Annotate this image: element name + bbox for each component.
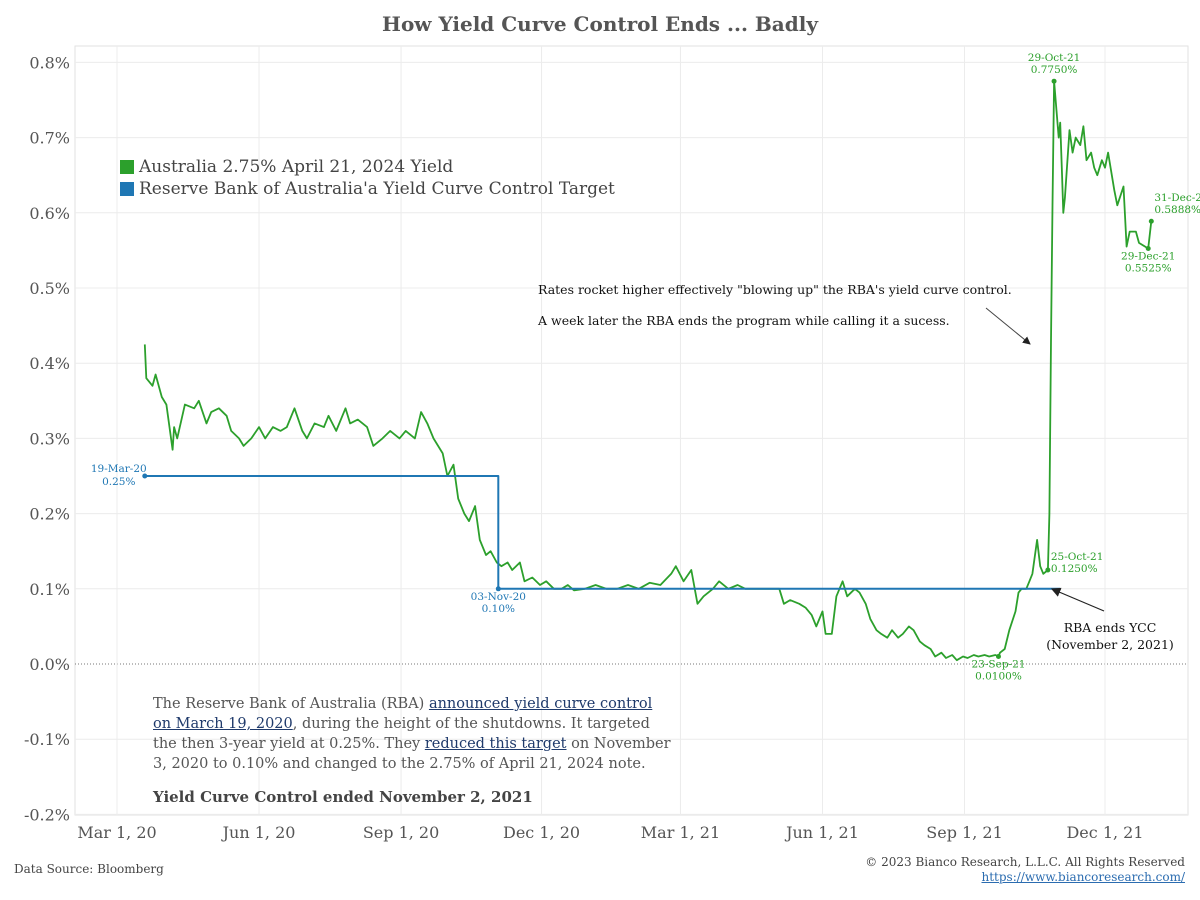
annotation-date-label: 03-Nov-20: [471, 591, 526, 603]
y-tick-label: 0.0%: [29, 655, 70, 674]
rba-ends-ycc-line-2: (November 2, 2021): [1046, 637, 1174, 652]
annotation-value-label: 0.7750%: [1031, 64, 1078, 76]
y-tick-label: 0.4%: [29, 354, 70, 373]
annotation-date-label: 29-Oct-21: [1028, 52, 1081, 64]
announced-ycc-link[interactable]: announced yield curve control on March 1…: [153, 696, 653, 732]
annotation-marker: [142, 473, 148, 479]
rba-ends-ycc-line-1: RBA ends YCC: [1063, 620, 1157, 635]
y-tick-label: 0.5%: [29, 279, 70, 298]
y-tick-label: 0.6%: [29, 204, 70, 223]
legend-label-yield: Australia 2.75% April 21, 2024 Yield: [139, 157, 454, 177]
x-tick-label: Dec 1, 21: [1066, 823, 1143, 842]
x-tick-label: Sep 1, 20: [363, 823, 439, 842]
desc-part-3: on November 3, 2020 to 0.10% and changed…: [153, 736, 671, 772]
note-arrow: [985, 307, 1031, 345]
x-tick-label: Mar 1, 20: [77, 823, 156, 842]
ycc-ended-text: Yield Curve Control ended November 2, 20…: [153, 788, 533, 806]
annotation-value-label: 0.25%: [102, 476, 135, 488]
data-source: Data Source: Bloomberg: [14, 862, 164, 876]
x-tick-label: Jun 1, 21: [784, 823, 859, 842]
ycc-target-line: [144, 475, 1061, 590]
x-tick-label: Jun 1, 20: [221, 823, 296, 842]
legend-item-yield: Australia 2.75% April 21, 2024 Yield: [120, 156, 615, 178]
annotation-marker: [1145, 246, 1151, 252]
desc-part-2: , during the height of the shutdowns. It…: [153, 716, 650, 752]
annotation-value-label: 0.5888%: [1154, 204, 1200, 216]
legend-label-target: Reserve Bank of Australia'a Yield Curve …: [139, 179, 615, 199]
rba-ends-ycc-label: RBA ends YCC (November 2, 2021): [1040, 619, 1180, 653]
plot-frame: [74, 45, 1189, 816]
y-tick-label: 0.3%: [29, 429, 70, 448]
y-tick-label: 0.7%: [29, 129, 70, 148]
annotation-value-label: 0.5525%: [1125, 263, 1172, 275]
legend-swatch-target: [120, 182, 134, 196]
legend-swatch-yield: [120, 160, 134, 174]
y-tick-label: 0.2%: [29, 505, 70, 524]
y-tick-label: -0.1%: [24, 730, 70, 749]
annotation-date-label: 31-Dec-21: [1154, 192, 1200, 204]
copyright-block: © 2023 Bianco Research, L.L.C. All Right…: [865, 855, 1185, 885]
x-tick-label: Dec 1, 20: [503, 823, 580, 842]
annotation-marker: [1051, 78, 1057, 84]
desc-part-1: The Reserve Bank of Australia (RBA): [153, 696, 429, 712]
annotation-marker: [495, 586, 501, 592]
annotation-marker: [1045, 567, 1051, 573]
legend-item-target: Reserve Bank of Australia'a Yield Curve …: [120, 178, 615, 200]
chart-title: How Yield Curve Control Ends ... Badly: [382, 12, 818, 36]
annotation-value-label: 0.0100%: [975, 670, 1022, 682]
y-tick-label: 0.1%: [29, 580, 70, 599]
ycc-end-arrow: [1050, 587, 1105, 612]
annotation-marker: [995, 653, 1001, 659]
description-text: The Reserve Bank of Australia (RBA) anno…: [153, 694, 673, 774]
annotation-date-label: 25-Oct-21: [1051, 551, 1104, 563]
annotation-value-label: 0.1250%: [1051, 563, 1098, 575]
annotation-date-label: 23-Sep-21: [972, 658, 1026, 670]
x-tick-label: Sep 1, 21: [926, 823, 1002, 842]
x-tick-label: Mar 1, 21: [641, 823, 720, 842]
annotation-date-label: 19-Mar-20: [91, 463, 147, 475]
reduced-target-link[interactable]: reduced this target: [424, 736, 567, 752]
copyright-text: © 2023 Bianco Research, L.L.C. All Right…: [865, 855, 1185, 869]
website-link[interactable]: https://www.biancoresearch.com/: [981, 870, 1185, 884]
annotation-line-2: A week later the RBA ends the program wh…: [538, 313, 950, 328]
annotation-value-label: 0.10%: [482, 603, 515, 615]
y-tick-label: -0.2%: [24, 805, 70, 824]
annotation-note: Rates rocket higher effectively "blowing…: [538, 281, 1012, 343]
y-tick-label: 0.8%: [29, 53, 70, 72]
annotation-date-label: 29-Dec-21: [1121, 251, 1175, 263]
annotation-line-1: Rates rocket higher effectively "blowing…: [538, 282, 1012, 297]
annotation-marker: [1148, 218, 1154, 224]
legend: Australia 2.75% April 21, 2024 Yield Res…: [120, 156, 615, 200]
